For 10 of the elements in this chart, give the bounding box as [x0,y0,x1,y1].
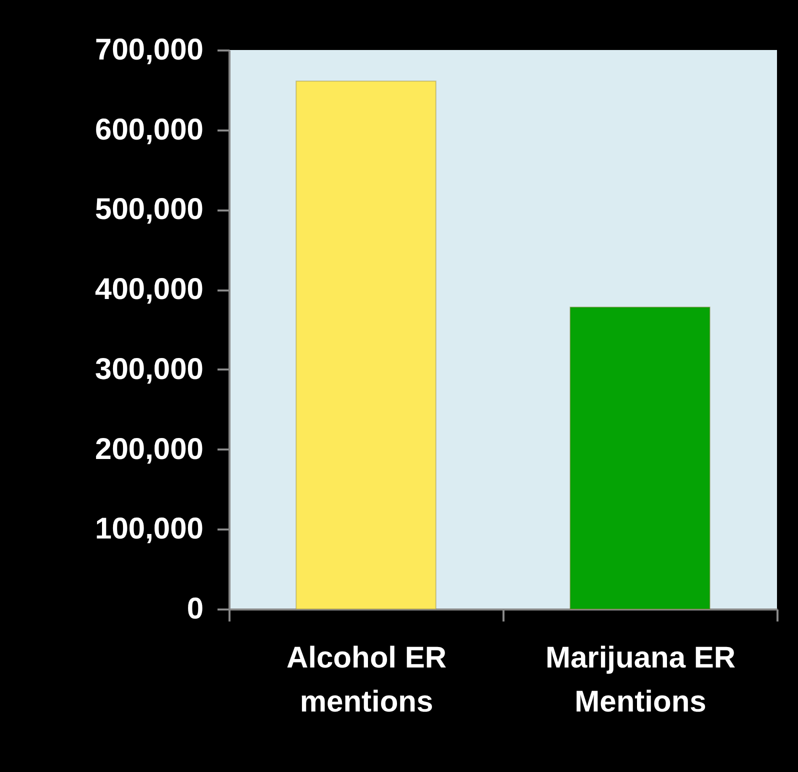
x-tick-label: Marijuana ER Mentions [545,642,736,718]
y-tick-label: 700,000 [95,34,204,66]
y-tick-label: 200,000 [95,432,204,466]
y-tick-label: 0 [186,592,204,626]
x-tick-label: Alcohol ER mentions [286,642,447,718]
y-tick-label: 500,000 [95,193,204,226]
y-tick-label: 100,000 [95,512,204,546]
y-tick-label: 600,000 [95,113,204,146]
y-tick-label: 400,000 [95,273,204,306]
y-tick-label: 300,000 [95,352,204,386]
